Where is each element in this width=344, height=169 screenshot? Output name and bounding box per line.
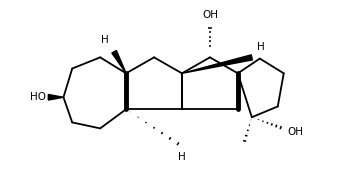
Text: H: H	[101, 35, 109, 45]
Polygon shape	[112, 51, 126, 73]
Text: H: H	[257, 42, 264, 52]
Text: HO: HO	[30, 92, 46, 102]
Polygon shape	[48, 94, 63, 100]
Text: OH: OH	[288, 127, 304, 137]
Polygon shape	[182, 55, 252, 73]
Text: OH: OH	[202, 10, 218, 20]
Text: H: H	[178, 152, 186, 162]
